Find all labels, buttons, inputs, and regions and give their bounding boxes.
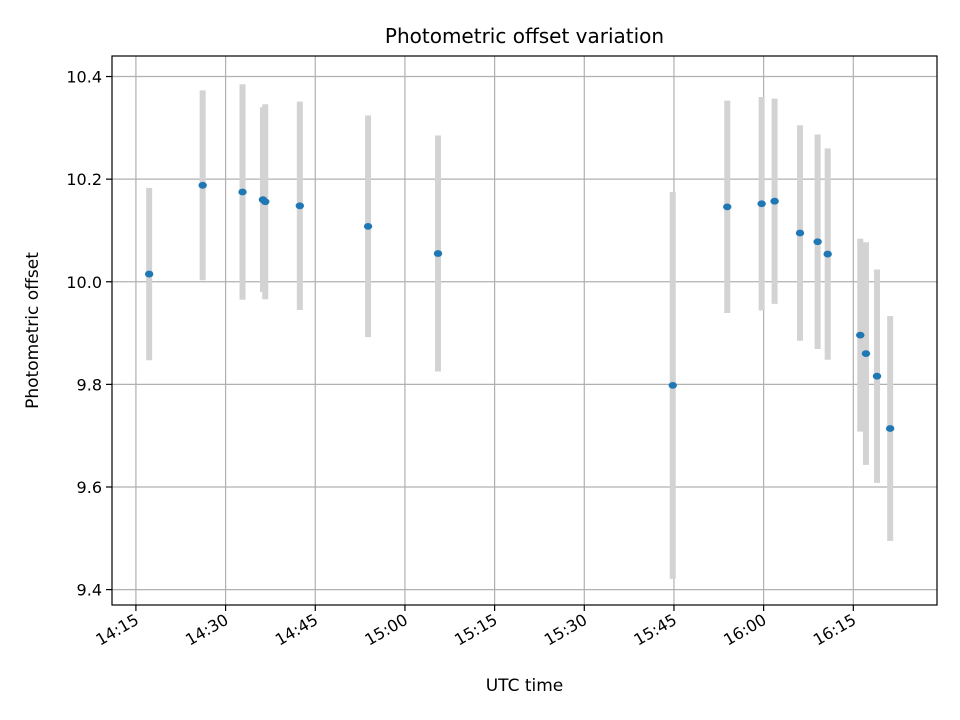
y-tick-label: 10.4 <box>66 68 102 87</box>
y-axis: 9.4 9.6 9.8 10.0 10.2 10.4 <box>66 68 112 600</box>
data-points <box>144 181 895 432</box>
data-point <box>144 270 154 278</box>
y-axis-label: Photometric offset <box>23 252 43 409</box>
data-point <box>856 331 865 339</box>
y-tick-label: 10.2 <box>66 170 102 189</box>
data-point <box>433 250 443 257</box>
y-tick-label: 9.4 <box>77 581 102 600</box>
chart-title: Photometric offset variation <box>385 24 664 48</box>
data-point <box>885 425 895 432</box>
data-point <box>295 202 305 210</box>
x-axis-label: UTC time <box>486 676 564 696</box>
data-point <box>198 181 207 189</box>
data-point <box>813 238 822 246</box>
y-tick-label: 9.8 <box>77 375 102 394</box>
data-point <box>795 229 805 237</box>
data-point <box>363 222 373 230</box>
data-point <box>861 350 871 357</box>
data-point <box>668 382 677 389</box>
plot-frame <box>111 55 938 606</box>
y-tick-label: 9.6 <box>77 478 102 497</box>
data-point <box>238 188 247 196</box>
data-point <box>261 198 270 206</box>
data-point <box>757 200 766 208</box>
data-point <box>872 372 882 380</box>
data-point <box>723 203 732 211</box>
data-point <box>823 250 832 258</box>
y-tick-label: 10.0 <box>66 273 102 292</box>
data-point <box>770 197 779 205</box>
